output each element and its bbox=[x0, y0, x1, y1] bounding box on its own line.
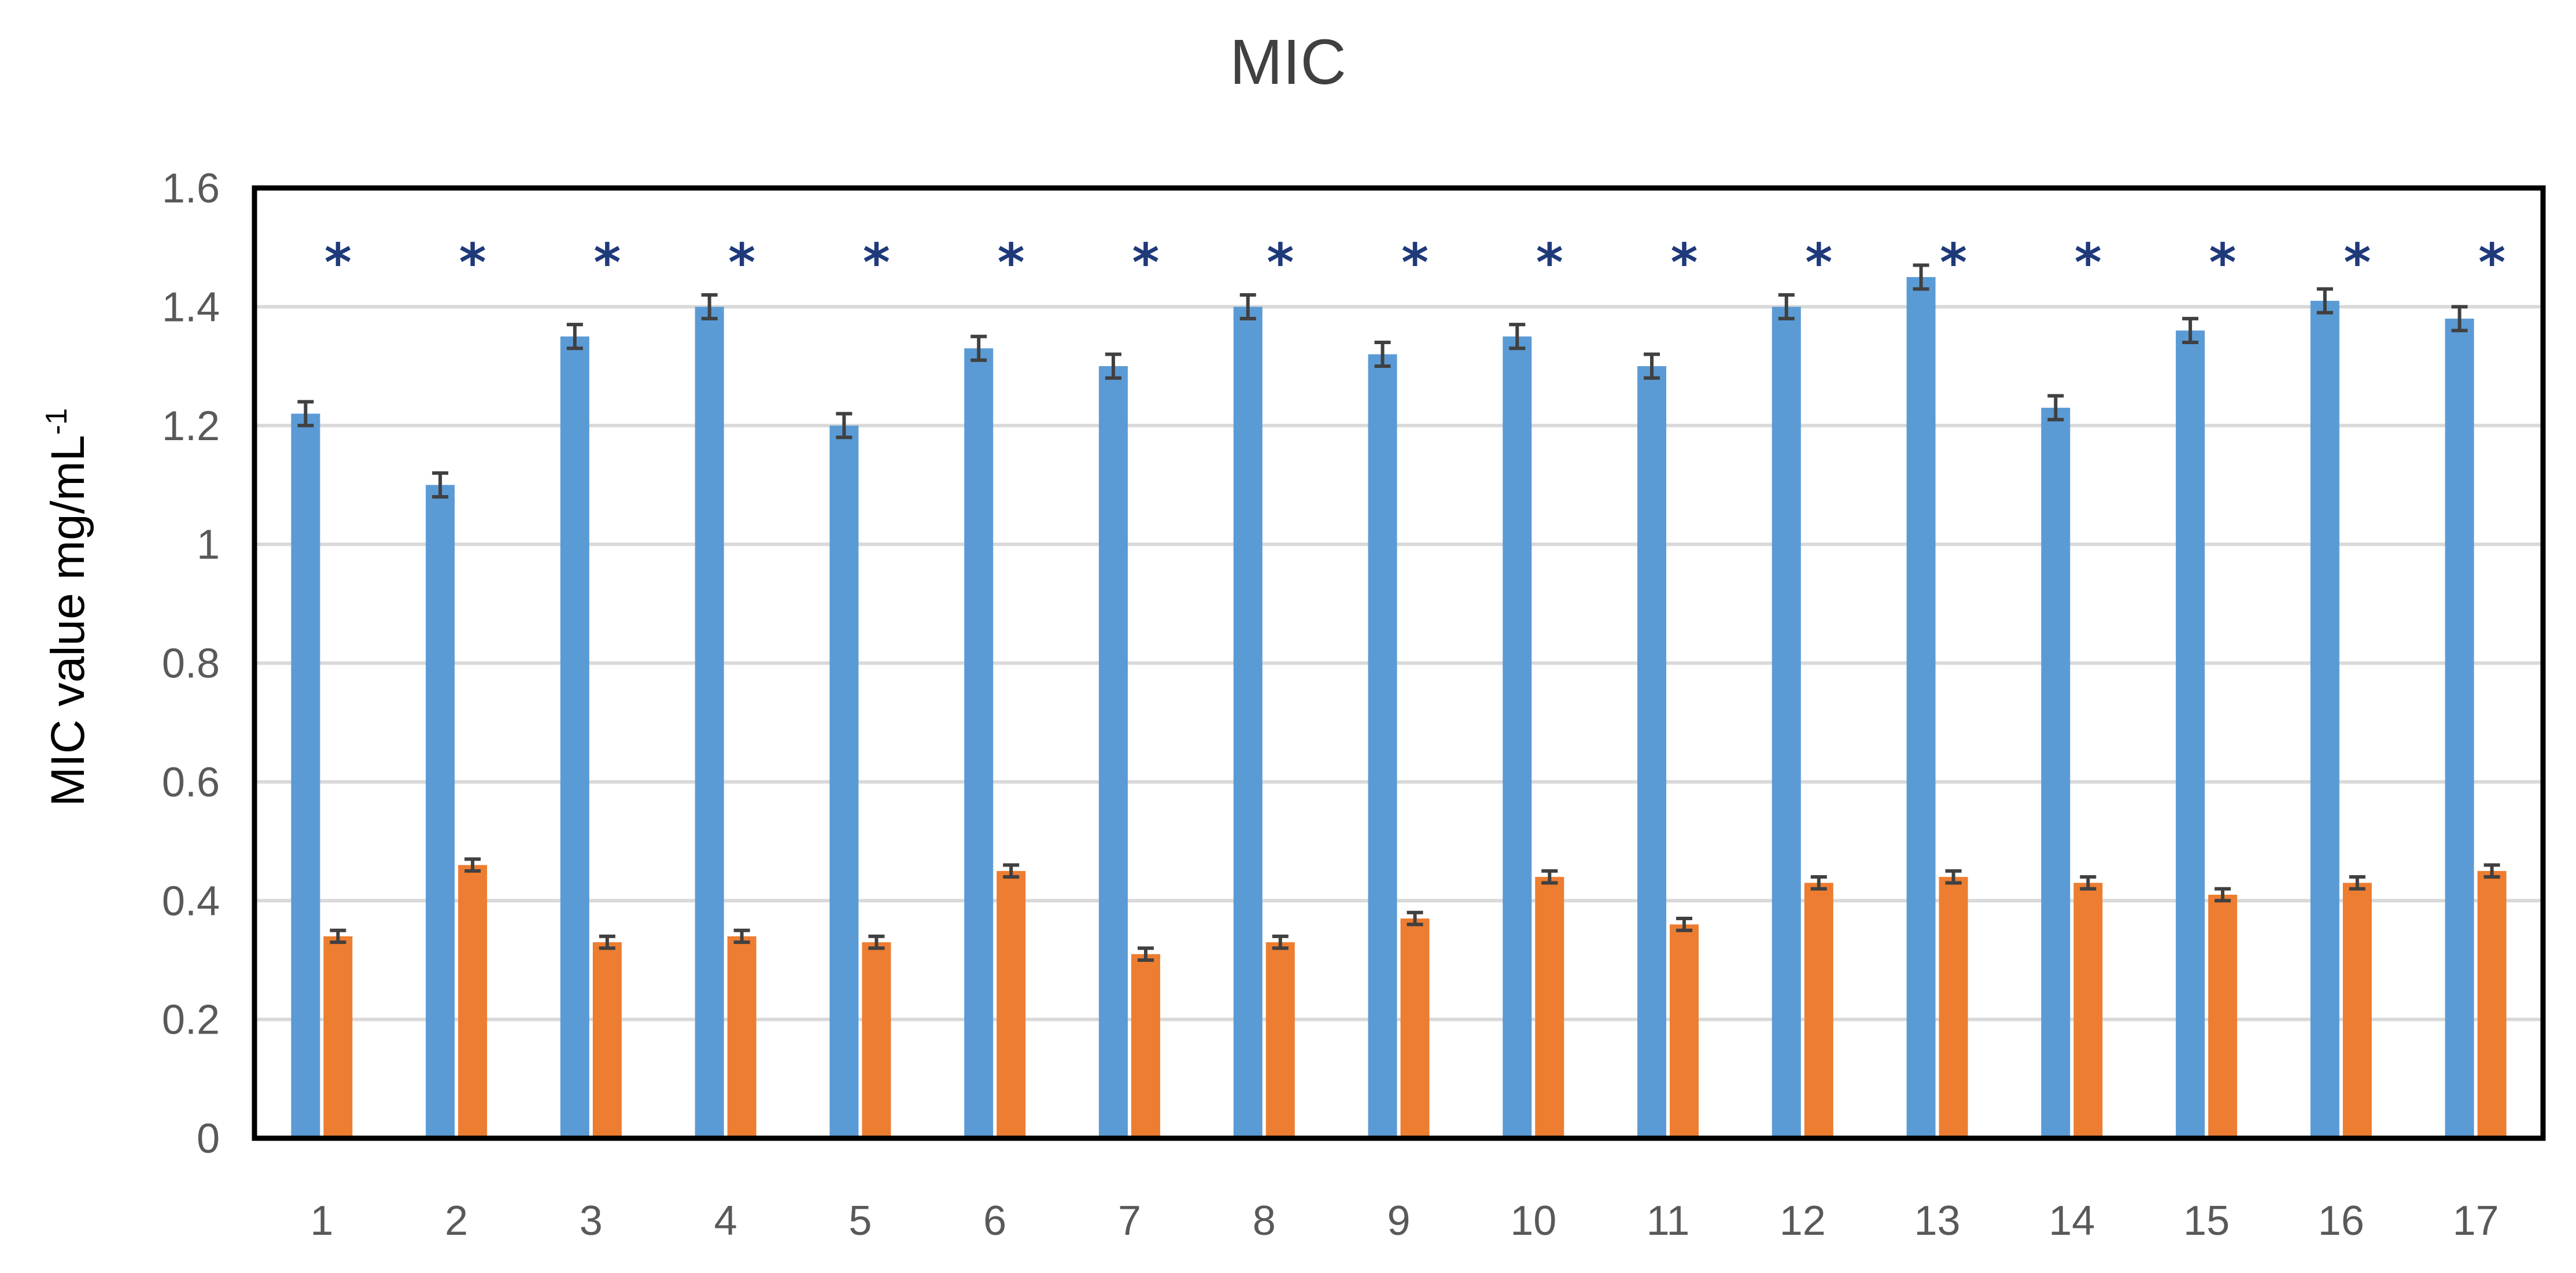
x-tick-label: 4 bbox=[714, 1198, 737, 1244]
bar-series-2 bbox=[1265, 942, 1295, 1138]
bar-series-2 bbox=[1400, 918, 1430, 1138]
x-tick-label: 11 bbox=[1647, 1198, 1690, 1244]
y-tick-label: 1.4 bbox=[162, 284, 220, 330]
y-tick-label: 0.8 bbox=[162, 641, 220, 687]
bar-series-2 bbox=[1804, 883, 1833, 1138]
y-tick-label: 1.6 bbox=[162, 165, 220, 212]
y-axis-label: MIC value mg/mL-1 bbox=[40, 408, 94, 807]
x-tick-label: 13 bbox=[1914, 1198, 1961, 1244]
bar-series-2 bbox=[1670, 924, 1699, 1138]
bar-series-2 bbox=[2342, 883, 2372, 1138]
bar-series-1 bbox=[2176, 330, 2205, 1139]
x-axis-ticks: 1 2 3 4 5 6 7 8 9 10 11 12 13 14 15 16 17 bbox=[310, 1198, 2499, 1244]
bar-series-2 bbox=[997, 870, 1026, 1138]
x-tick-label: 10 bbox=[1510, 1198, 1556, 1244]
bar-series-2 bbox=[727, 936, 756, 1138]
bar-series-2 bbox=[2477, 870, 2507, 1138]
bar-series-1 bbox=[1368, 354, 1397, 1138]
x-tick-label: 16 bbox=[2318, 1198, 2364, 1244]
bar-series-1 bbox=[560, 336, 589, 1138]
x-tick-label: 12 bbox=[1780, 1198, 1826, 1244]
bar-series-1 bbox=[1772, 307, 1801, 1138]
significance-star: * bbox=[863, 233, 890, 293]
significance-star: * bbox=[2344, 233, 2371, 293]
significance-star: * bbox=[1536, 233, 1563, 293]
bar-series-1 bbox=[829, 425, 859, 1138]
y-tick-label: 0.2 bbox=[162, 997, 220, 1043]
significance-star: * bbox=[2075, 233, 2102, 293]
bar-series-2 bbox=[323, 936, 353, 1138]
significance-star: * bbox=[1805, 233, 1832, 293]
significance-star: * bbox=[593, 233, 621, 293]
x-tick-label: 8 bbox=[1253, 1198, 1276, 1244]
y-tick-label: 0.6 bbox=[162, 759, 220, 806]
bar-series-1 bbox=[1637, 366, 1667, 1138]
x-tick-label: 7 bbox=[1118, 1198, 1141, 1244]
chart-title: MIC bbox=[1230, 27, 1346, 98]
bar-series-1 bbox=[1906, 277, 1936, 1138]
bar-series-1 bbox=[2445, 318, 2474, 1138]
x-tick-label: 17 bbox=[2453, 1198, 2499, 1244]
bar-series-2 bbox=[1939, 877, 1968, 1138]
significance-star: * bbox=[1940, 233, 1967, 293]
significance-star: * bbox=[1267, 233, 1294, 293]
x-tick-label: 14 bbox=[2049, 1198, 2095, 1244]
significance-star: * bbox=[324, 233, 352, 293]
significance-star: * bbox=[459, 233, 486, 293]
bar-series-1 bbox=[1503, 336, 1532, 1138]
x-tick-label: 15 bbox=[2183, 1198, 2230, 1244]
y-tick-label: 0.4 bbox=[162, 878, 220, 924]
bar-series-2 bbox=[592, 942, 622, 1138]
significance-star: * bbox=[1670, 233, 1697, 293]
plot-frame bbox=[252, 185, 2546, 1141]
bar-series-1 bbox=[291, 414, 320, 1138]
significance-star: * bbox=[1401, 233, 1429, 293]
y-tick-label: 1.2 bbox=[162, 403, 220, 449]
x-tick-label: 3 bbox=[580, 1198, 603, 1244]
bars bbox=[291, 277, 2507, 1139]
bar-series-2 bbox=[2073, 883, 2103, 1138]
bar-series-1 bbox=[1233, 307, 1263, 1138]
significance-star: * bbox=[2209, 233, 2237, 293]
bar-series-1 bbox=[2310, 301, 2339, 1139]
error-bars bbox=[297, 263, 2500, 962]
significance-star: * bbox=[728, 233, 755, 293]
bar-series-2 bbox=[1131, 954, 1160, 1138]
bar-series-1 bbox=[426, 485, 455, 1138]
bar-series-2 bbox=[1535, 877, 1564, 1138]
y-axis-label-superscript: -1 bbox=[40, 408, 73, 435]
bar-series-2 bbox=[2208, 894, 2238, 1138]
gridlines bbox=[254, 186, 2543, 1021]
significance-star: * bbox=[1132, 233, 1159, 293]
bar-series-1 bbox=[695, 307, 724, 1138]
bar-series-2 bbox=[862, 942, 891, 1138]
x-tick-label: 5 bbox=[848, 1198, 872, 1244]
bar-series-2 bbox=[458, 865, 488, 1138]
x-tick-label: 1 bbox=[310, 1198, 333, 1244]
y-tick-label: 0 bbox=[197, 1116, 220, 1162]
significance-star: * bbox=[2478, 233, 2505, 293]
significance-markers: * * * * * * * * * * * * * * * * * bbox=[324, 233, 2505, 293]
bar-series-1 bbox=[2041, 407, 2071, 1138]
significance-star: * bbox=[998, 233, 1025, 293]
bar-series-1 bbox=[964, 348, 994, 1138]
x-tick-label: 9 bbox=[1387, 1198, 1410, 1244]
y-axis-label-text: MIC value mg/mL bbox=[42, 435, 94, 807]
x-tick-label: 6 bbox=[983, 1198, 1006, 1244]
x-tick-label: 2 bbox=[445, 1198, 468, 1244]
y-axis-ticks: 0 0.2 0.4 0.6 0.8 1 1.2 1.4 1.6 bbox=[162, 165, 220, 1162]
y-tick-label: 1 bbox=[197, 522, 220, 568]
bar-series-1 bbox=[1098, 366, 1128, 1138]
